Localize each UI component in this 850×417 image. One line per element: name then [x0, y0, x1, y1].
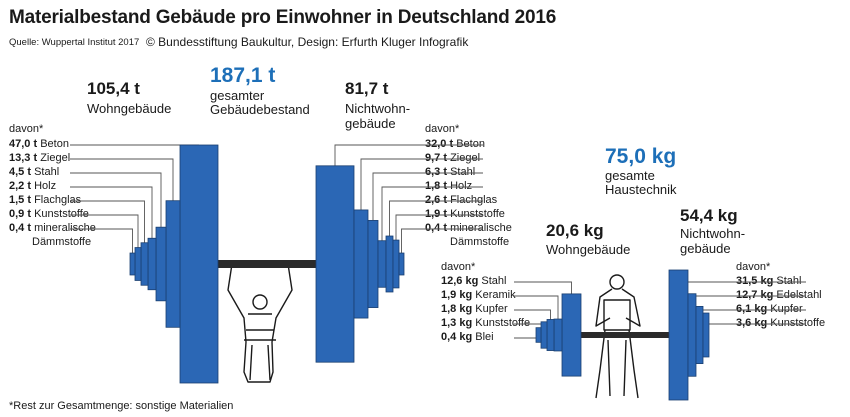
weight-plate	[702, 312, 710, 358]
leader-line	[70, 158, 174, 201]
chart1-total-value: 187,1 t	[210, 64, 276, 87]
chart2-right-item: 31,5 kg Stahl	[736, 275, 802, 287]
chart1-right-item: 1,9 t Kunststoffe	[425, 208, 505, 220]
weight-plate	[385, 235, 394, 293]
chart1-right-item: 0,4 t mineralische	[425, 222, 512, 234]
chart1-left-item: 4,5 t Stahl	[9, 166, 60, 178]
chart2-left-value: 20,6 kg	[546, 221, 604, 240]
chart2-right-label-2: gebäude	[680, 241, 731, 256]
chart1-right-value: 81,7 t	[345, 79, 389, 98]
chart2-left-item: 1,3 kg Kunststoffe	[441, 317, 531, 329]
chart1-left-item-cont: Dämmstoffe	[32, 236, 92, 248]
leader-line	[678, 270, 806, 283]
weight-plate	[398, 252, 405, 276]
chart1-right-item: 9,7 t Ziegel	[425, 152, 481, 164]
leader-line	[705, 313, 806, 325]
leader-line	[70, 214, 139, 248]
chart1-total-label-1: gesamter	[210, 88, 265, 103]
leader-line	[514, 281, 572, 294]
leader-line	[70, 228, 133, 254]
weight-plate	[540, 321, 548, 349]
leader-line	[514, 321, 545, 325]
chart-title: Materialbestand Gebäude pro Einwohner in…	[9, 7, 557, 28]
chart2-left-item: 1,8 kg Kupfer	[441, 303, 508, 315]
leader-line	[360, 158, 483, 210]
chart2-total-label-1: gesamte	[605, 168, 655, 183]
chart2-right-item: 12,7 kg Edelstahl	[736, 289, 822, 301]
leader-line	[70, 186, 153, 239]
chart2-total-label-2: Haustechnik	[605, 182, 677, 197]
chart2-left-item: 0,4 kg Blei	[441, 331, 494, 343]
weight-plate	[155, 226, 167, 302]
weight-plate	[367, 220, 379, 308]
leader-line	[372, 172, 483, 221]
weight-plate	[392, 239, 400, 289]
chart1-left-value: 105,4 t	[87, 79, 140, 98]
leader-line	[381, 186, 483, 241]
chart1-left-item: 47,0 t Beton	[9, 138, 69, 150]
chart1-left-davon: davon*	[9, 123, 44, 135]
chart1-right-label-2: gebäude	[345, 116, 396, 131]
footnote: *Rest zur Gesamtmenge: sonstige Material…	[9, 400, 234, 412]
weight-plate	[147, 237, 157, 291]
leader-line	[70, 172, 162, 228]
barbell-bar	[208, 260, 326, 268]
chart1-left-item: 13,3 t Ziegel	[9, 152, 71, 164]
weight-plate	[546, 319, 555, 351]
leader-line	[70, 200, 145, 243]
leader-line	[401, 228, 483, 254]
chart1-right-item: 32,0 t Beton	[425, 138, 485, 150]
weightlifter-figure-1	[227, 263, 293, 383]
chart1-right-item: 2,6 t Flachglas	[425, 194, 498, 206]
credit-note: © Bundesstiftung Baukultur, Design: Erfu…	[146, 35, 469, 49]
weight-plate	[687, 293, 697, 377]
chart1-right-item-cont: Dämmstoffe	[450, 236, 510, 248]
weight-plate	[668, 269, 689, 401]
weight-plate	[561, 293, 582, 377]
weight-plate	[353, 209, 369, 319]
weight-plate	[134, 247, 142, 281]
chart1-left-item: 2,2 t Holz	[9, 180, 57, 192]
chart1-right-davon: davon*	[425, 123, 460, 135]
leader-line	[691, 293, 806, 297]
source-note: Quelle: Wuppertal Institut 2017	[9, 37, 140, 48]
weight-plate	[165, 200, 181, 328]
chart1-right-label-1: Nichtwohn-	[345, 101, 411, 116]
chart2-right-item: 3,6 kg Kunststoffe	[736, 317, 826, 329]
chart1-left-item: 1,5 t Flachglas	[9, 194, 82, 206]
chart2-left-item: 12,6 kg Stahl	[441, 275, 507, 287]
weightlifter-figure-2	[595, 274, 641, 399]
leader-line	[699, 306, 806, 311]
chart1-left-label: Wohngebäude	[87, 101, 172, 116]
chart1-left-item: 0,4 t mineralische	[9, 222, 96, 234]
chart1-right-item: 6,3 t Stahl	[425, 166, 476, 178]
chart2-right-item: 6,1 kg Kupfer	[736, 303, 803, 315]
weight-plate	[695, 305, 704, 365]
weight-plate	[535, 327, 542, 343]
chart2-left-item: 1,9 kg Keramik	[441, 289, 516, 301]
leader-line	[514, 309, 551, 320]
weight-plate	[129, 252, 136, 276]
chart2-right-value: 54,4 kg	[680, 206, 738, 225]
chart2-left-davon: davon*	[441, 261, 476, 273]
chart2-right-label-1: Nichtwohn-	[680, 226, 746, 241]
chart1-right-item: 1,8 t Holz	[425, 180, 473, 192]
chart1-total-label-2: Gebäudebestand	[210, 102, 310, 117]
leader-line	[389, 200, 483, 237]
chart2-left-label: Wohngebäude	[546, 242, 631, 257]
chart2-right-davon: davon*	[736, 261, 771, 273]
leader-line	[334, 144, 483, 166]
leader-line	[395, 214, 483, 241]
weight-plate	[140, 242, 149, 286]
leader-line	[514, 327, 539, 339]
weight-plate	[377, 240, 387, 288]
weight-plate	[179, 144, 219, 384]
weight-plate	[315, 165, 355, 363]
chart1-left-item: 0,9 t Kunststoffe	[9, 208, 89, 220]
weight-plate	[553, 318, 563, 352]
leader-line	[514, 295, 559, 320]
chart2-total-value: 75,0 kg	[605, 145, 677, 168]
